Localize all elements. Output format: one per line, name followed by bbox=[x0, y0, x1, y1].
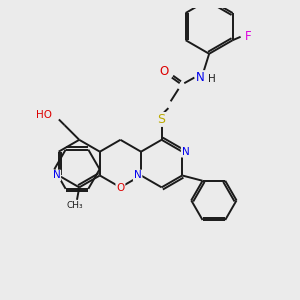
Text: S: S bbox=[158, 113, 166, 126]
Text: N: N bbox=[196, 71, 205, 84]
Text: N: N bbox=[182, 147, 190, 157]
Text: O: O bbox=[159, 65, 169, 78]
Text: HO: HO bbox=[36, 110, 52, 120]
Text: CH₃: CH₃ bbox=[66, 201, 83, 210]
Text: N: N bbox=[52, 170, 60, 181]
Text: N: N bbox=[134, 170, 142, 181]
Text: O: O bbox=[116, 184, 124, 194]
Text: H: H bbox=[208, 74, 215, 84]
Text: F: F bbox=[245, 30, 252, 43]
